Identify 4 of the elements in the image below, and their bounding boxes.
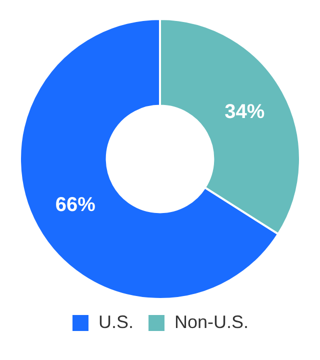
data-label: 34% — [224, 100, 265, 123]
data-label: 66% — [55, 194, 96, 216]
legend-label: U.S. — [98, 312, 134, 332]
legend-label: Non-U.S. — [174, 312, 249, 332]
